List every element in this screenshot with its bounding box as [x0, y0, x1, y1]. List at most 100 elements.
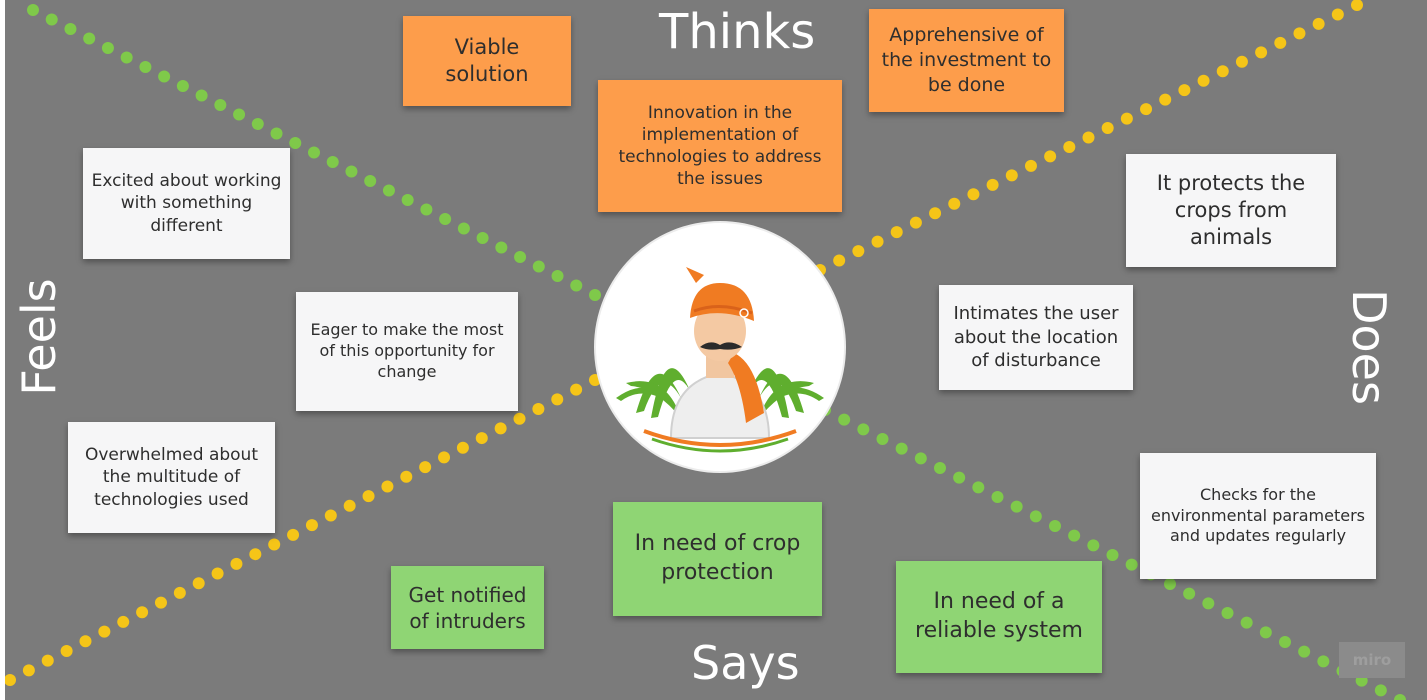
thinks-note-apprehensive[interactable]: Apprehensive of the investment to be don… — [869, 9, 1064, 112]
divider-dot-yellow — [154, 596, 167, 609]
divider-dot-green — [1298, 645, 1311, 658]
divider-dot-yellow — [1351, 0, 1363, 11]
divider-dot-yellow — [1274, 36, 1287, 49]
divider-dot-yellow — [98, 625, 111, 638]
divider-dot-green — [551, 270, 564, 282]
divider-dot-yellow — [1159, 93, 1172, 106]
divider-dot-yellow — [986, 178, 999, 191]
divider-dot-green — [1087, 539, 1100, 552]
divider-dot-green — [270, 127, 283, 140]
divider-dot-green — [158, 70, 171, 83]
divider-dot-green — [401, 194, 414, 206]
miro-watermark: miro — [1339, 642, 1405, 678]
divider-dot-yellow — [324, 509, 337, 522]
divider-dot-yellow — [230, 557, 243, 570]
divider-dot-green — [1049, 520, 1061, 532]
divider-dot-yellow — [890, 226, 903, 239]
divider-dot-green — [214, 99, 227, 111]
divider-dot-yellow — [343, 499, 356, 512]
divider-dot-green — [838, 413, 851, 426]
divider-dot-green — [857, 423, 870, 436]
divider-dot-yellow — [1082, 131, 1095, 144]
does-note-protects-crops[interactable]: It protects the crops from animals — [1126, 154, 1336, 267]
divider-dot-green — [120, 51, 133, 64]
divider-dot-green — [439, 213, 452, 225]
divider-dot-green — [420, 203, 433, 216]
divider-dot-yellow — [1120, 112, 1133, 125]
divider-dot-green — [326, 156, 339, 168]
divider-dot-yellow — [909, 216, 922, 229]
divider-dot-yellow — [1005, 169, 1018, 182]
divider-dot-green — [308, 146, 320, 159]
says-note-crop-protection[interactable]: In need of crop protection — [613, 502, 822, 616]
divider-dot-green — [991, 491, 1004, 503]
feels-note-overwhelmed[interactable]: Overwhelmed about the multitude of techn… — [68, 422, 275, 533]
quadrant-divider-lines — [5, 0, 1406, 700]
divider-dot-green — [1279, 636, 1291, 648]
divider-dot-yellow — [41, 654, 54, 667]
divider-dot-yellow — [5, 674, 16, 686]
divider-dot-green — [895, 442, 908, 455]
divider-dot-yellow — [211, 567, 224, 580]
divider-dot-yellow — [362, 490, 375, 503]
divider-dot-yellow — [1101, 122, 1114, 135]
divider-dot-green — [233, 108, 246, 121]
divider-dot-green — [1374, 684, 1387, 697]
divider-dot-green — [1394, 694, 1406, 700]
divider-dot-yellow — [1331, 8, 1344, 21]
divider-dot-yellow — [1178, 84, 1191, 97]
divider-dot-green — [195, 89, 208, 102]
divider-dot-yellow — [268, 538, 281, 551]
divider-dot-yellow — [438, 451, 451, 464]
divider-dot-green — [1221, 607, 1234, 619]
divider-dot-green — [83, 32, 96, 45]
does-note-intimates-user[interactable]: Intimates the user about the location of… — [939, 285, 1133, 390]
divider-dot-yellow — [22, 664, 35, 677]
divider-dot-yellow — [513, 412, 526, 425]
divider-dot-yellow — [494, 422, 507, 435]
says-note-notified-intruders[interactable]: Get notified of intruders — [391, 566, 544, 649]
feels-note-excited[interactable]: Excited about working with something dif… — [83, 148, 290, 259]
divider-dot-yellow — [570, 383, 583, 396]
divider-dot-green — [934, 462, 946, 474]
divider-dot-yellow — [967, 188, 980, 201]
thinks-label: Thinks — [659, 4, 816, 60]
says-note-reliable-system[interactable]: In need of a reliable system — [896, 561, 1102, 673]
does-label: Does — [1342, 289, 1396, 405]
divider-dot-yellow — [60, 644, 73, 657]
divider-dot-green — [1068, 529, 1081, 542]
divider-dot-yellow — [456, 441, 469, 454]
empathy-map-board: Thinks Says Feels Does Viable solution I… — [5, 0, 1427, 700]
divider-dot-green — [251, 118, 264, 130]
divider-dot-green — [972, 481, 985, 494]
divider-dot-green — [1125, 558, 1138, 571]
divider-dot-yellow — [173, 586, 186, 599]
divider-dot-yellow — [532, 403, 545, 416]
divider-dot-yellow — [400, 470, 413, 483]
divider-dot-yellow — [1255, 46, 1268, 59]
thinks-note-innovation[interactable]: Innovation in the implementation of tech… — [598, 80, 842, 212]
thinks-note-viable-solution[interactable]: Viable solution — [403, 16, 571, 106]
divider-dot-yellow — [833, 254, 846, 267]
divider-dot-green — [101, 42, 114, 54]
divider-dot-green — [476, 232, 489, 244]
feels-note-eager[interactable]: Eager to make the most of this opportuni… — [296, 292, 518, 411]
divider-dot-yellow — [1140, 103, 1153, 116]
divider-dot-yellow — [475, 432, 488, 445]
divider-dot-yellow — [1044, 150, 1057, 163]
divider-dot-green — [176, 80, 189, 92]
divider-dot-yellow — [589, 374, 601, 386]
divider-dot-green — [1164, 578, 1176, 590]
divider-dot-yellow — [249, 548, 262, 561]
divider-dot-yellow — [381, 480, 394, 493]
divider-dot-green — [45, 13, 58, 26]
divider-dot-green — [382, 184, 395, 197]
divider-dot-yellow — [948, 197, 961, 210]
does-note-checks-parameters[interactable]: Checks for the environmental parameters … — [1140, 453, 1376, 579]
divider-dot-green — [1240, 616, 1253, 629]
divider-dot-yellow — [1293, 27, 1306, 40]
divider-dot-green — [570, 279, 583, 292]
divider-dot-yellow — [852, 245, 865, 258]
divider-dot-yellow — [79, 635, 92, 648]
divider-dot-green — [27, 4, 39, 16]
